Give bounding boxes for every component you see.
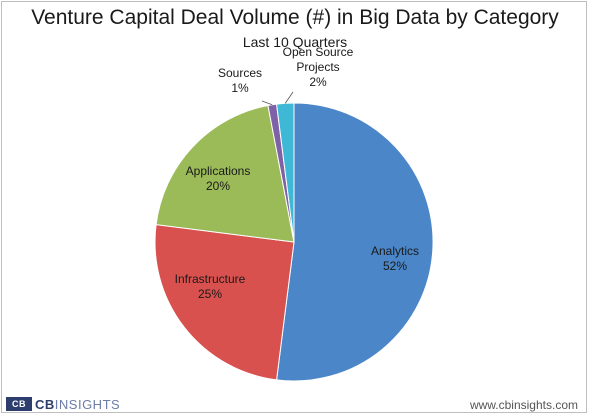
slice-label-infrastructure: Infrastructure 25% xyxy=(175,272,246,301)
cbinsights-logo-text: CBINSIGHTS xyxy=(35,397,120,412)
logo-word-insights: INSIGHTS xyxy=(54,396,121,412)
pie-slice-analytics xyxy=(276,102,434,382)
slice-label-sources: Sources 1% xyxy=(218,66,262,95)
slice-label-analytics: Analytics 52% xyxy=(371,244,419,273)
pie-slice-infrastructure xyxy=(154,224,295,381)
slice-label-applications: Applications 20% xyxy=(186,164,251,193)
leader-line-open-source-projects xyxy=(284,91,294,104)
cbinsights-logo-mark: CB xyxy=(6,397,32,411)
chart-title: Venture Capital Deal Volume (#) in Big D… xyxy=(31,6,559,29)
slice-label-open-source-projects: Open Source Projects 2% xyxy=(283,45,354,89)
leader-line-sources xyxy=(261,100,273,106)
site-url: www.cbinsights.com xyxy=(469,398,578,412)
cbinsights-logo: CB CBINSIGHTS xyxy=(6,396,120,412)
pie-slice-applications xyxy=(155,104,295,243)
chart-subtitle: Last 10 Quarters xyxy=(242,34,348,50)
logo-word-cb: CB xyxy=(35,396,55,412)
pie-slice-open-source-projects xyxy=(276,102,295,243)
